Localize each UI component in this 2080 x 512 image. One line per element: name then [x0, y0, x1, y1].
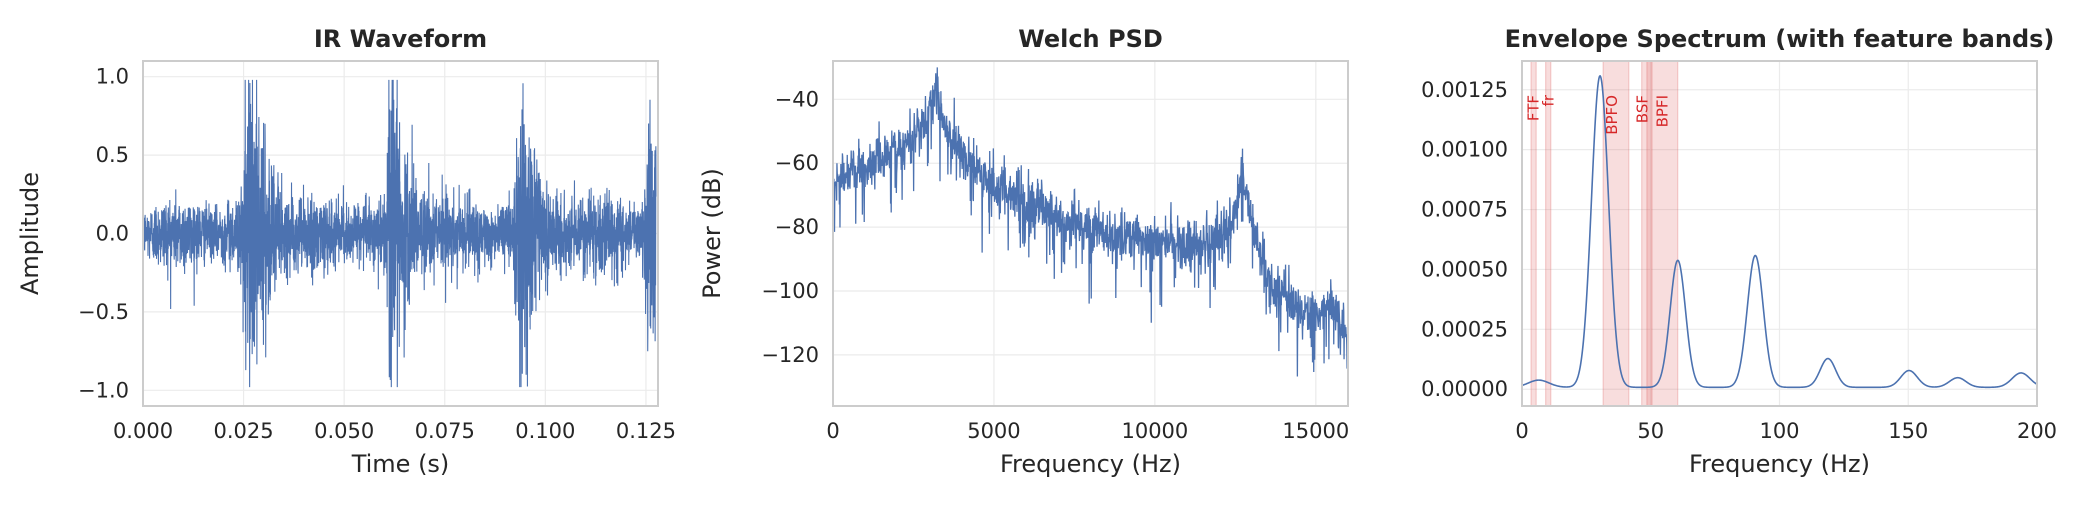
y-tick-label: 0.00125 — [1421, 78, 1508, 102]
band-label-bpfi: BPFI — [1653, 95, 1671, 127]
x-tick-label: 0 — [1515, 419, 1528, 443]
x-tick-label: 0.100 — [515, 419, 575, 443]
psd-line — [833, 67, 1348, 377]
waveform-line — [143, 79, 657, 388]
y-tick-label: 0.00075 — [1421, 198, 1508, 222]
x-tick-label: 0.050 — [314, 419, 374, 443]
x-tick-label: 15000 — [1282, 419, 1349, 443]
y-tick-label: 0.00000 — [1421, 377, 1508, 401]
y-axis-label: Amplitude — [16, 172, 44, 295]
chart-title: Welch PSD — [1018, 25, 1163, 53]
x-axis-label: Frequency (Hz) — [1000, 450, 1181, 478]
ir-waveform-panel: 0.000 0.025 0.050 0.075 0.100 0.125 −1.0 −0.5 0.… — [16, 25, 676, 478]
y-axis-label: Power (dB) — [698, 168, 726, 299]
y-tick-label: 0.00025 — [1421, 317, 1508, 341]
y-tick-label: 0.00050 — [1421, 257, 1508, 281]
chart-title: Envelope Spectrum (with feature bands) — [1505, 25, 2055, 53]
x-tick-label: 5000 — [967, 419, 1020, 443]
band-label-bpfo: BPFO — [1603, 95, 1621, 135]
axes-frame — [832, 60, 1349, 407]
axes-frame — [1521, 60, 2038, 407]
band-bpfi — [1646, 60, 1679, 407]
x-axis-label: Time (s) — [351, 450, 450, 478]
x-tick-label: 200 — [2017, 419, 2057, 443]
feature-bands — [1530, 60, 1679, 407]
y-tick-label: 1.0 — [96, 65, 129, 89]
band-label-ftf: FTF — [1525, 95, 1543, 121]
y-tick-label: −120 — [761, 343, 819, 367]
x-tick-label: 100 — [1759, 419, 1799, 443]
x-tick-label: 0.125 — [616, 419, 676, 443]
envelope-line — [1522, 74, 2037, 389]
band-label-bsf: BSF — [1634, 95, 1652, 123]
y-tick-label: 0.0 — [96, 222, 129, 246]
y-tick-label: −80 — [775, 215, 819, 239]
y-tick-label: −60 — [775, 151, 819, 175]
x-tick-label: 0.075 — [415, 419, 475, 443]
axes-frame — [142, 60, 659, 407]
chart-title: IR Waveform — [314, 25, 487, 53]
y-tick-label: −40 — [775, 87, 819, 111]
x-tick-label: 10000 — [1121, 419, 1188, 443]
y-tick-label: 0.00100 — [1421, 138, 1508, 162]
x-axis-label: Frequency (Hz) — [1689, 450, 1870, 478]
x-tick-label: 0.000 — [113, 419, 173, 443]
x-tick-label: 0 — [826, 419, 839, 443]
x-tick-label: 50 — [1637, 419, 1664, 443]
band-fr — [1545, 60, 1552, 407]
band-label-fr: fr — [1539, 94, 1557, 106]
x-tick-label: 0.025 — [214, 419, 274, 443]
y-tick-label: 0.5 — [96, 143, 129, 167]
x-tick-label: 150 — [1888, 419, 1928, 443]
y-tick-label: −100 — [761, 279, 819, 303]
welch-psd-panel: 0 5000 10000 15000 −120 −100 −80 −60 −40 Welch PS… — [698, 25, 1349, 478]
y-tick-label: −0.5 — [78, 300, 129, 324]
y-tick-label: −1.0 — [78, 378, 129, 402]
